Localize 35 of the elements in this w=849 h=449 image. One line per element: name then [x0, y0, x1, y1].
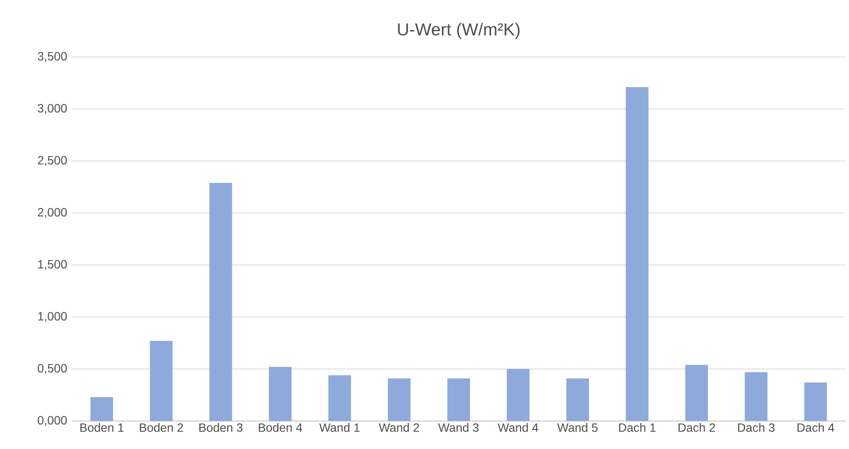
bar [328, 375, 352, 421]
x-tick-label: Dach 4 [798, 423, 834, 432]
x-tick-label: Wand 3 [438, 423, 479, 432]
bar [268, 366, 292, 421]
y-tick-label: 3,500 [38, 52, 67, 62]
bar [506, 368, 530, 421]
x-tick-label: Boden 4 [258, 423, 302, 432]
y-tick-label: 0,000 [38, 416, 67, 426]
bar [804, 382, 827, 421]
bar [566, 378, 589, 421]
bar [626, 87, 648, 421]
x-tick-label: Boden 2 [140, 423, 183, 432]
bar [90, 397, 114, 421]
x-tick-label: Wand 4 [498, 423, 538, 432]
chart-title: U-Wert (W/m²K) [398, 22, 520, 39]
x-tick-label: Dach 2 [678, 423, 715, 432]
y-tick-label: 2,500 [38, 156, 67, 166]
y-tick-label: 1,000 [38, 312, 67, 322]
x-tick-label: Boden 1 [80, 423, 124, 432]
bar [150, 340, 173, 421]
x-tick-label: Wand 2 [378, 423, 420, 432]
y-tick-label: 2,000 [38, 208, 67, 218]
x-tick-label: Wand 1 [319, 423, 360, 432]
bar [685, 364, 708, 421]
bar [388, 378, 411, 421]
y-tick-label: 0,500 [38, 364, 67, 374]
x-tick-label: Dach 3 [738, 423, 775, 432]
y-tick-label: 3,000 [38, 104, 67, 114]
x-tick-label: Boden 3 [199, 423, 243, 432]
bar [209, 182, 232, 421]
bar [447, 378, 470, 421]
y-tick-label: 1,500 [38, 260, 67, 270]
x-tick-label: Wand 5 [557, 423, 598, 432]
bar [744, 372, 768, 421]
x-tick-label: Dach 1 [619, 423, 656, 432]
